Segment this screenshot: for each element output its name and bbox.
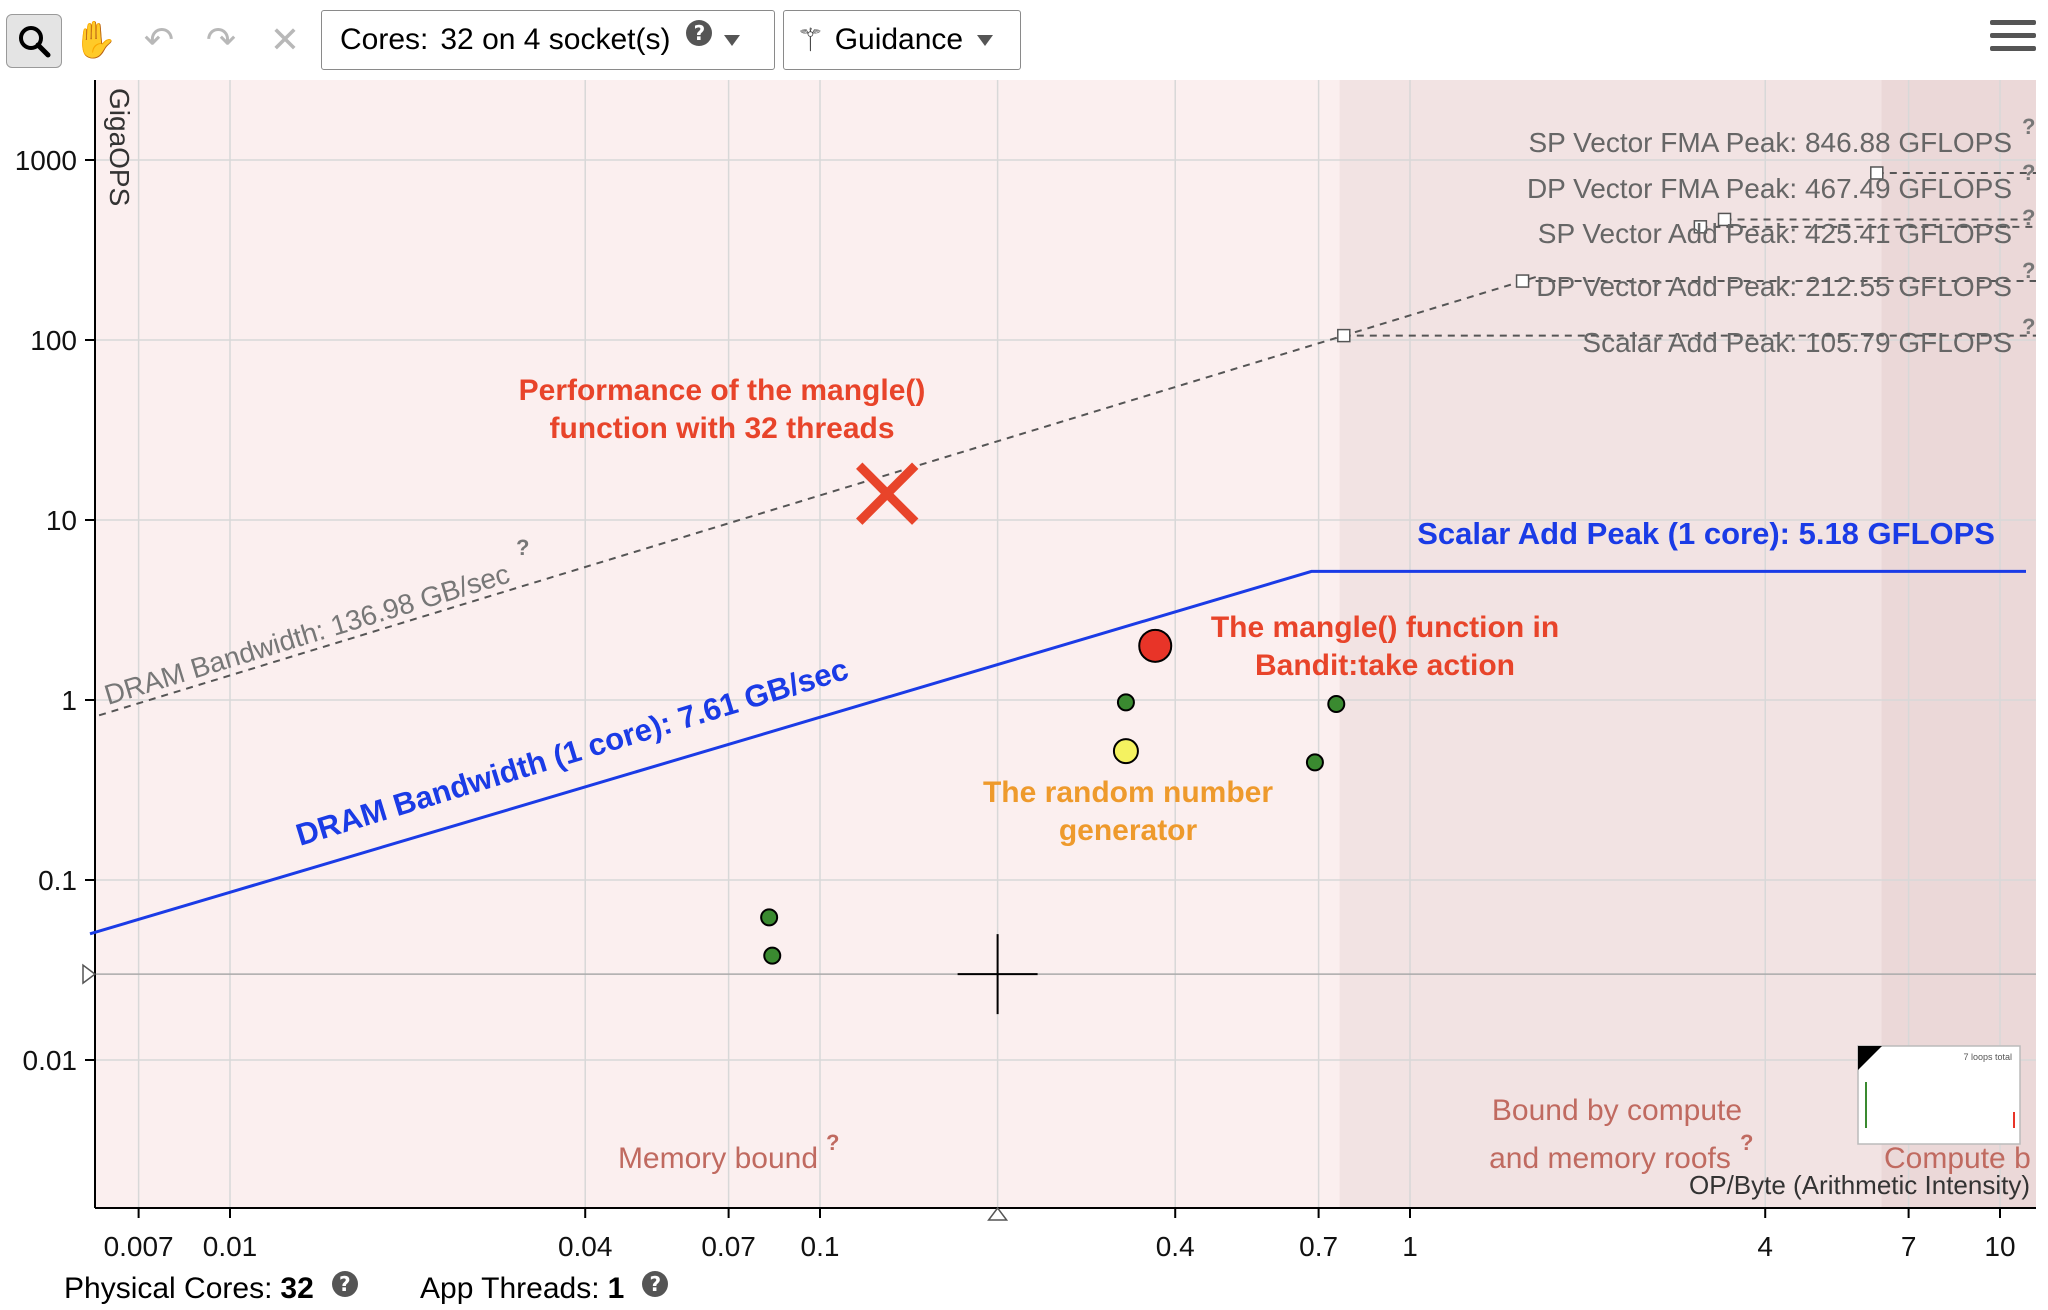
roof-label: Scalar Add Peak: 105.79 GFLOPS <box>1582 327 2012 358</box>
grid <box>95 80 2036 1208</box>
regions <box>95 80 2036 1208</box>
data-point <box>1305 753 1324 772</box>
annotation-text: function with 32 threads <box>549 412 894 445</box>
region-label: and memory roofs <box>1489 1142 1731 1175</box>
data-point <box>1116 693 1135 712</box>
chevron-down-icon <box>977 34 994 46</box>
compute-region <box>1881 80 2036 1208</box>
y-tick-label: 10 <box>46 505 77 536</box>
help-icon[interactable]: ? <box>642 1271 669 1297</box>
help-icon: ? <box>1740 1130 1753 1155</box>
close-icon[interactable]: ✕ <box>269 19 301 61</box>
data-point <box>763 946 782 965</box>
x-tick-label: 0.04 <box>558 1231 613 1262</box>
roof-label: DP Vector FMA Peak: 467.49 GFLOPS <box>1527 173 2012 204</box>
roof-label: DP Vector Add Peak: 212.55 GFLOPS <box>1536 271 2012 302</box>
x-marker <box>856 462 919 525</box>
roof-ridge-marker <box>1337 328 1351 343</box>
region-label: Memory bound <box>618 1142 818 1175</box>
single-core-compute-label: Scalar Add Peak (1 core): 5.18 GFLOPS <box>1417 516 1995 551</box>
hamburger-icon[interactable] <box>1990 20 2036 56</box>
chevron-down-icon <box>724 34 741 46</box>
data-point <box>1138 628 1173 663</box>
help-icon: ? <box>516 535 529 560</box>
y-marker-triangle <box>82 963 97 985</box>
magnifier-icon[interactable] <box>6 14 62 68</box>
y-tick-label: 0.1 <box>38 865 77 896</box>
minimap <box>1857 1045 2021 1145</box>
status-bar: Physical Cores: 32 ? App Threads: 1 ? <box>0 1262 2048 1310</box>
magic-wand-icon: ⚚ <box>796 21 825 59</box>
y-tick-label: 100 <box>30 325 77 356</box>
y-tick-label: 1000 <box>15 145 77 176</box>
help-icon: ? <box>826 1130 839 1155</box>
y-tick-label: 0.01 <box>23 1045 78 1076</box>
x-tick-label: 1 <box>1402 1231 1418 1262</box>
y-axis-label: GigaOPS <box>104 88 135 206</box>
marks <box>760 462 2021 1145</box>
help-icon[interactable]: ? <box>686 20 713 46</box>
cores-label: Cores: <box>340 23 429 56</box>
physical-cores: Physical Cores: 32 ? <box>64 1271 358 1306</box>
x-tick-label: 10 <box>1984 1231 2015 1262</box>
axes: 0.007 0.01 0.04 0.07 0.1 0.4 0.7 1 4 7 10100010010… <box>15 80 2036 1262</box>
toolbar: ✋ ↶ ↷ ✕ Cores: 32 on 4 socket(s) ? ⚚ Gui… <box>0 0 2048 80</box>
cores-dropdown[interactable]: Cores: 32 on 4 socket(s) ? <box>321 10 775 70</box>
roof-label: SP Vector Add Peak: 425.41 GFLOPS <box>1538 218 2012 249</box>
y-tick-label: 1 <box>61 685 77 716</box>
annotation-text: Performance of the mangle() <box>519 374 926 407</box>
x-tick-label: 7 <box>1901 1231 1917 1262</box>
roof-label: SP Vector FMA Peak: 846.88 GFLOPS <box>1528 127 2012 158</box>
x-tick-label: 0.7 <box>1299 1231 1338 1262</box>
redo-icon[interactable]: ↷ <box>205 19 237 61</box>
region-label: Compute b <box>1884 1142 2031 1175</box>
roof-ridge-marker <box>1693 220 1708 234</box>
dram-roof-line <box>98 274 1541 717</box>
x-marker-triangle <box>987 1206 1009 1221</box>
annotation-text: The random number <box>983 776 1273 809</box>
physical-cores-label: Physical Cores: <box>64 1272 273 1305</box>
app-threads-label: App Threads: <box>420 1272 600 1305</box>
x-axis-label: OP/Byte (Arithmetic Intensity) <box>1689 1170 2030 1200</box>
region-label: Bound by compute <box>1492 1094 1742 1127</box>
help-icon: ? <box>2022 160 2035 185</box>
roofs <box>89 166 2036 936</box>
app-threads: App Threads: 1 ? <box>420 1271 669 1306</box>
annotation-text: generator <box>1059 814 1198 847</box>
cores-value: 32 on 4 socket(s) <box>440 23 671 56</box>
x-tick-label: 0.4 <box>1156 1231 1195 1262</box>
single-core-roof-line <box>89 569 2026 936</box>
hand-icon[interactable]: ✋ <box>72 20 118 61</box>
x-tick-label: 4 <box>1757 1231 1773 1262</box>
x-tick-label: 0.07 <box>701 1231 756 1262</box>
x-tick-label: 0.01 <box>203 1231 258 1262</box>
roof-ridge-marker <box>1717 212 1732 227</box>
guidance-label: Guidance <box>834 23 964 56</box>
annotation-text: The mangle() function in <box>1211 611 1559 644</box>
physical-cores-value: 32 <box>280 1272 314 1305</box>
help-icon[interactable]: ? <box>331 1271 358 1297</box>
app-threads-value: 1 <box>607 1272 625 1305</box>
undo-icon[interactable]: ↶ <box>143 19 175 61</box>
roof-ridge-marker <box>1870 166 1884 180</box>
data-point <box>760 908 779 927</box>
help-icon: ? <box>2022 114 2035 139</box>
minimap-label: 7 loops total <box>1963 1052 2012 1062</box>
roof-ridge-marker <box>1515 274 1530 288</box>
guidance-dropdown[interactable]: ⚚ Guidance <box>783 10 1021 70</box>
help-icon: ? <box>2022 258 2035 283</box>
annotation-text: Bandit:take action <box>1255 649 1515 682</box>
x-tick-label: 0.1 <box>801 1231 840 1262</box>
data-point <box>1112 738 1139 765</box>
x-tick-label: 0.007 <box>104 1231 174 1262</box>
minimap-corner <box>1858 1046 1882 1070</box>
help-icon: ? <box>2022 314 2035 339</box>
help-icon: ? <box>2022 205 2035 230</box>
data-point <box>1327 695 1346 714</box>
